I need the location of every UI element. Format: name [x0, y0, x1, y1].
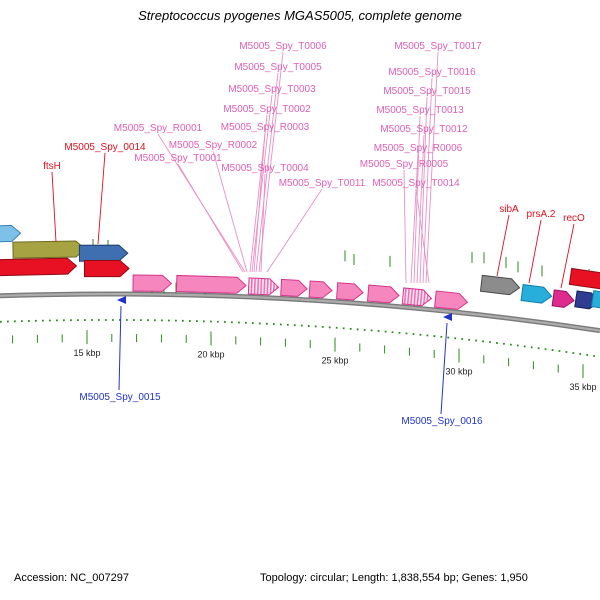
page-title: Streptococcus pyogenes MGAS5005, complet…: [138, 8, 462, 23]
rna-label[interactable]: M5005_Spy_R0002: [169, 140, 258, 151]
label-leader-line: [212, 150, 248, 273]
label-leader-line: [416, 134, 425, 284]
position-label[interactable]: M5005_Spy_0016: [401, 416, 483, 427]
label-leader-line: [440, 322, 448, 415]
gene-arrow[interactable]: [308, 280, 333, 299]
scale-label: 20 kbp: [197, 350, 224, 360]
gene-label[interactable]: recO: [563, 213, 585, 224]
gene-label[interactable]: sibA: [499, 204, 519, 215]
label-leader-line: [255, 72, 279, 273]
label-leader-line: [425, 51, 439, 284]
gene-arrow[interactable]: [83, 259, 130, 278]
status-summary: Topology: circular; Length: 1,838,554 bp…: [260, 572, 528, 584]
scale-label: 30 kbp: [445, 367, 472, 377]
label-leader-line: [258, 51, 284, 273]
gene-arrow[interactable]: [520, 284, 553, 305]
label-leader-line: [266, 188, 323, 273]
label-leader-line: [403, 169, 407, 284]
rna-label[interactable]: M5005_Spy_T0017: [394, 41, 482, 52]
gene-arrow[interactable]: [434, 290, 469, 310]
status-bar: Accession: NC_007297 Topology: circular;…: [0, 572, 600, 592]
rna-label[interactable]: M5005_Spy_R0005: [360, 159, 449, 170]
label-leader-line: [177, 163, 244, 273]
gene-arrow[interactable]: [280, 278, 308, 297]
rna-label[interactable]: M5005_Spy_T0016: [388, 67, 476, 78]
rna-label[interactable]: M5005_Spy_T0013: [376, 105, 464, 116]
gene-arrow[interactable]: [551, 289, 575, 309]
gene-arrow[interactable]: [590, 290, 600, 311]
rna-label[interactable]: M5005_Spy_T0014: [372, 178, 460, 189]
label-leader-line: [419, 96, 428, 284]
gene-label[interactable]: ftsH: [43, 161, 61, 172]
label-leader-line: [51, 171, 57, 243]
rna-label[interactable]: M5005_Spy_T0011: [279, 178, 366, 189]
status-accession: Accession: NC_007297: [14, 572, 129, 584]
rna-label[interactable]: M5005_Spy_T0006: [239, 41, 327, 52]
rna-gene-cluster[interactable]: [401, 287, 433, 307]
scale-label: 35 kbp: [569, 382, 596, 392]
label-leader-line: [560, 223, 575, 289]
label-leader-line: [415, 188, 430, 284]
genome-backbone-highlight: [0, 292, 600, 332]
position-label[interactable]: M5005_Spy_0015: [79, 392, 161, 403]
scale-label: 15 kbp: [73, 348, 100, 358]
gene-label[interactable]: M5005_Spy_0014: [64, 142, 146, 153]
gene-arrow[interactable]: [78, 244, 129, 262]
gene-arrow[interactable]: [175, 274, 247, 294]
label-leader-line: [496, 214, 510, 277]
rna-label[interactable]: M5005_Spy_R0003: [221, 122, 310, 133]
rna-label[interactable]: M5005_Spy_T0005: [234, 62, 322, 73]
position-marker-icon[interactable]: [117, 296, 126, 304]
label-leader-line: [260, 173, 266, 273]
rna-label[interactable]: M5005_Spy_T0002: [223, 104, 311, 115]
rna-label[interactable]: M5005_Spy_T0001: [134, 153, 222, 164]
rna-label[interactable]: M5005_Spy_T0004: [221, 163, 309, 174]
gene-arrow[interactable]: [479, 274, 521, 296]
label-leader-line: [118, 305, 122, 391]
gene-arrow[interactable]: [0, 257, 78, 277]
label-leader-line: [251, 94, 273, 273]
gene-arrow[interactable]: [568, 267, 600, 290]
rna-label[interactable]: M5005_Spy_R0006: [374, 143, 463, 154]
rna-label[interactable]: M5005_Spy_T0015: [383, 86, 471, 97]
label-leader-line: [97, 152, 106, 245]
scale-label: 25 kbp: [321, 356, 348, 366]
gene-arrow[interactable]: [366, 284, 400, 304]
label-leader-line: [410, 153, 419, 284]
rna-label[interactable]: M5005_Spy_T0012: [380, 124, 468, 135]
position-marker-icon[interactable]: [443, 313, 452, 321]
label-leader-line: [253, 132, 266, 273]
gene-arrow[interactable]: [132, 274, 173, 292]
rna-label[interactable]: M5005_Spy_R0001: [114, 123, 203, 134]
gene-arrow[interactable]: [0, 224, 22, 243]
label-leader-line: [528, 219, 542, 284]
gene-label[interactable]: prsA.2: [527, 209, 556, 220]
inner-dotted-ring: [0, 319, 600, 358]
rna-label[interactable]: M5005_Spy_T0003: [228, 84, 316, 95]
rna-gene-cluster[interactable]: [247, 277, 280, 296]
gene-arrow[interactable]: [12, 240, 86, 259]
gene-arrow[interactable]: [336, 282, 364, 301]
